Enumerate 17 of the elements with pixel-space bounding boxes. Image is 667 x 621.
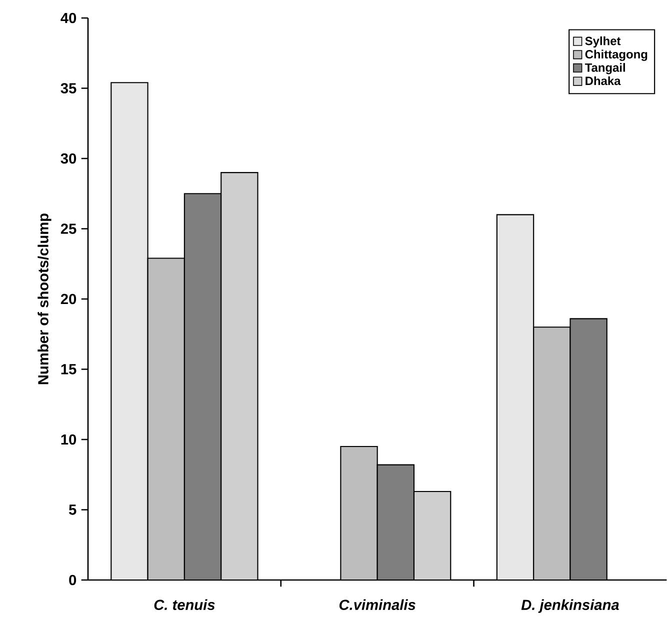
- legend-label: Chittagong: [585, 50, 648, 61]
- x-tick-label: C. tenuis: [154, 599, 215, 610]
- y-tick-label: 40: [60, 12, 76, 24]
- legend-label: Tangail: [584, 63, 625, 74]
- x-tick-label: D. jenkinsiana: [521, 599, 619, 613]
- y-tick-label: 15: [61, 364, 76, 374]
- y-tick-label: 10: [61, 434, 76, 445]
- legend-label: Dhaka: [586, 76, 621, 86]
- y-tick-label: 5: [68, 504, 76, 515]
- legend-label: Sylhet: [585, 36, 621, 48]
- y-tick-label: 20: [60, 294, 76, 304]
- y-tick-label: 25: [60, 224, 76, 234]
- y-axis-title: Number of shoots/clump: [38, 214, 52, 384]
- y-tick-label: 35: [60, 83, 76, 94]
- y-tick-label: 30: [60, 153, 76, 164]
- y-tick-label: 0: [69, 574, 76, 586]
- x-tick-label: C.viminalis: [339, 599, 416, 610]
